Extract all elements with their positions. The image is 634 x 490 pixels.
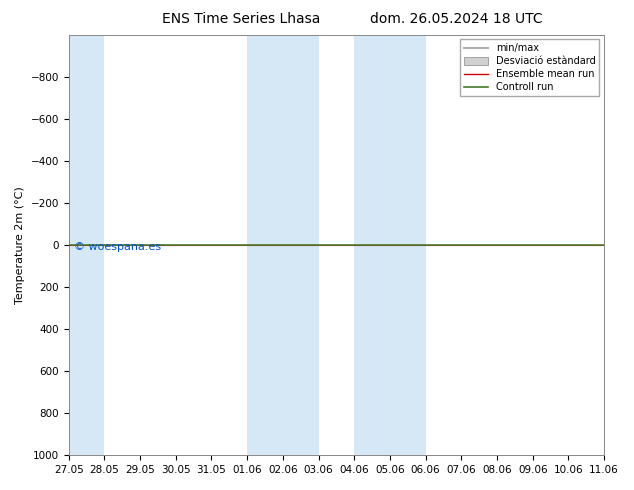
Y-axis label: Temperature 2m (°C): Temperature 2m (°C) <box>15 186 25 304</box>
Bar <box>247 35 318 455</box>
Text: dom. 26.05.2024 18 UTC: dom. 26.05.2024 18 UTC <box>370 12 543 26</box>
Legend: min/max, Desviació estàndard, Ensemble mean run, Controll run: min/max, Desviació estàndard, Ensemble m… <box>460 40 599 96</box>
Bar <box>68 35 105 455</box>
Text: ENS Time Series Lhasa: ENS Time Series Lhasa <box>162 12 320 26</box>
Bar <box>354 35 425 455</box>
Text: © woespana.es: © woespana.es <box>74 242 161 252</box>
